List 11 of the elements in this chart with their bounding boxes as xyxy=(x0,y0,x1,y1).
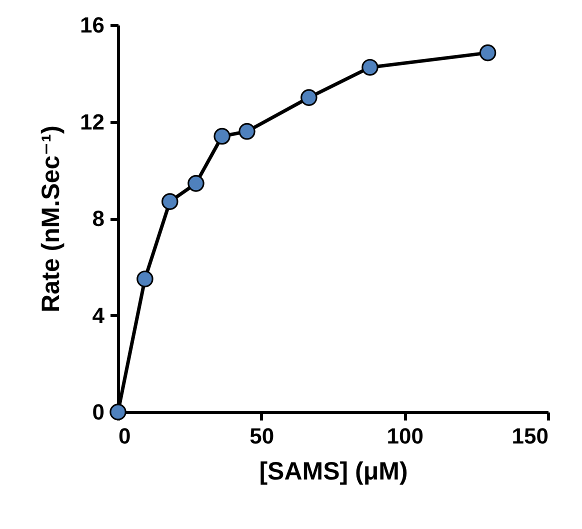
y-tick-label: 8 xyxy=(92,206,104,231)
x-tick-label: 0 xyxy=(118,424,131,448)
y-tick-label: 4 xyxy=(92,302,106,328)
y-tick-label: 0 xyxy=(92,400,104,424)
x-tick-label: 100 xyxy=(386,424,424,448)
y-tick-label: 16 xyxy=(80,12,104,38)
x-axis-title: [SAMS] (μM) xyxy=(259,458,408,486)
x-tick-label: 150 xyxy=(512,424,548,448)
x-tick-label: 50 xyxy=(250,424,274,448)
y-tick-label: 12 xyxy=(80,109,104,134)
y-axis-title: Rate (nM.Sec⁻¹) xyxy=(37,126,66,312)
